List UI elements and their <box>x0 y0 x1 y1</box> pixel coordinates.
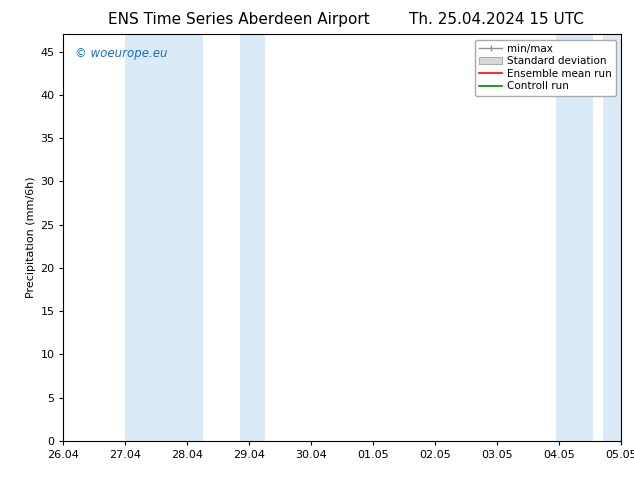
Bar <box>240 34 265 441</box>
Text: © woeurope.eu: © woeurope.eu <box>75 47 167 59</box>
Text: Th. 25.04.2024 15 UTC: Th. 25.04.2024 15 UTC <box>409 12 584 27</box>
Text: ENS Time Series Aberdeen Airport: ENS Time Series Aberdeen Airport <box>108 12 370 27</box>
Bar <box>556 34 593 441</box>
Y-axis label: Precipitation (mm/6h): Precipitation (mm/6h) <box>26 177 36 298</box>
Bar <box>603 34 621 441</box>
Bar <box>126 34 203 441</box>
Legend: min/max, Standard deviation, Ensemble mean run, Controll run: min/max, Standard deviation, Ensemble me… <box>475 40 616 96</box>
